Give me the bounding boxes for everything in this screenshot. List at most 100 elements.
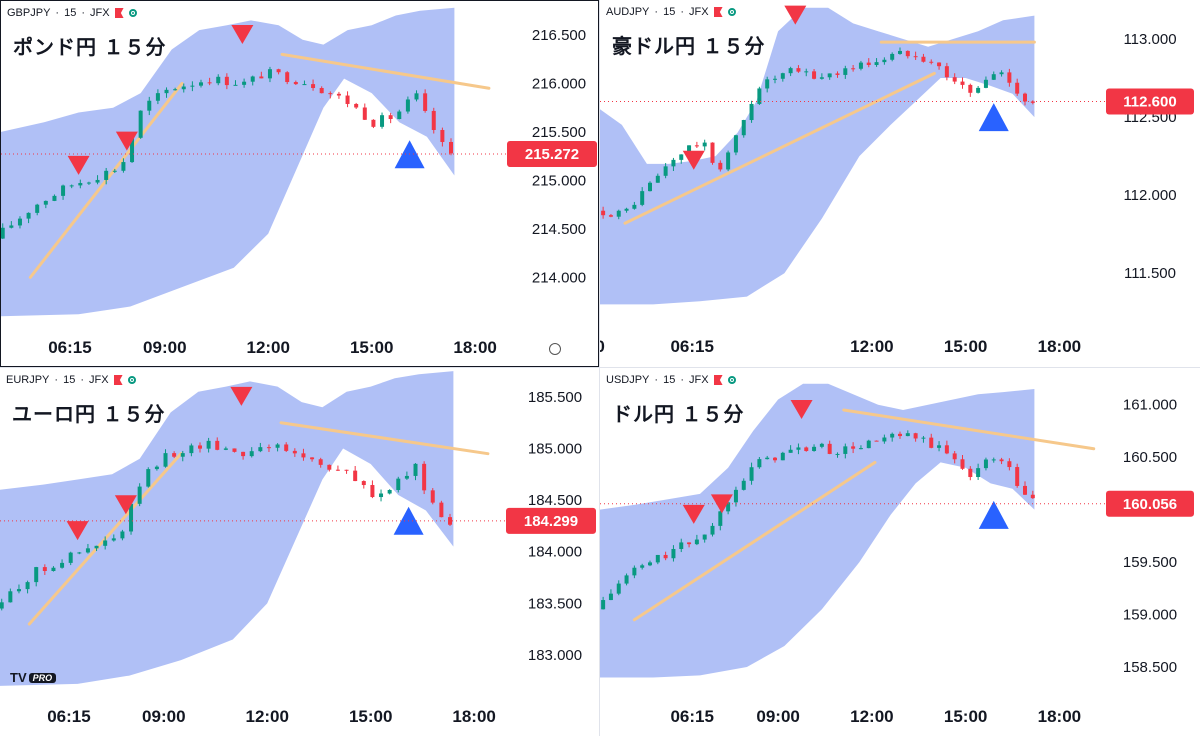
tradingview-logo[interactable]: TV PRO xyxy=(10,670,57,685)
x-axis-tick-label: 06:15 xyxy=(670,707,713,726)
y-axis-tick-label: 159.500 xyxy=(1123,554,1177,571)
candle-body xyxy=(640,191,645,205)
candle-body xyxy=(404,475,409,479)
candle-body xyxy=(43,200,48,205)
sell-signal-icon[interactable] xyxy=(682,504,705,524)
chart-panel-usdjpy[interactable]: 161.000160.500160.000159.500159.000158.5… xyxy=(600,368,1200,736)
layout-divider-vertical[interactable] xyxy=(599,0,600,736)
candle-body xyxy=(694,539,699,545)
candle-body xyxy=(944,66,949,78)
candle-body xyxy=(1023,485,1027,495)
candle-body xyxy=(104,170,109,180)
cloud-band xyxy=(0,371,454,686)
sell-signal-icon[interactable] xyxy=(230,386,253,406)
symbol-name[interactable]: AUDJPY xyxy=(606,6,650,18)
chart-canvas-gbpjpy[interactable]: 216.500 216.000 215.500 215.000 214.500 214.0… xyxy=(1,1,599,367)
sell-signal-icon[interactable] xyxy=(231,24,254,44)
x-axis-tick-label: 18:00 xyxy=(453,338,496,357)
interval-label[interactable]: 15 xyxy=(663,374,676,386)
sell-signal-icon[interactable] xyxy=(66,521,89,541)
interval-label[interactable]: 15 xyxy=(63,374,76,386)
trendline[interactable] xyxy=(279,421,490,456)
buy-signal-icon[interactable] xyxy=(978,103,1009,132)
sell-signal-icon[interactable] xyxy=(710,494,733,514)
candle-body xyxy=(976,87,981,93)
buy-signal-icon[interactable] xyxy=(978,500,1009,529)
chart-panel-gbpjpy[interactable]: 216.500 216.000 215.500 215.000 214.500 214.0… xyxy=(0,0,599,367)
candle-body xyxy=(95,179,100,183)
candle-body xyxy=(913,56,918,58)
last-price-label: 160.056 xyxy=(1123,496,1177,513)
candle-body xyxy=(757,459,762,468)
candle-body xyxy=(52,195,57,201)
legend-separator: · xyxy=(55,7,60,19)
market-status-icon xyxy=(727,8,736,16)
flag-icon[interactable] xyxy=(114,8,124,18)
trendline[interactable] xyxy=(632,460,877,622)
interval-label[interactable]: 15 xyxy=(663,6,676,18)
sell-signal-icon[interactable] xyxy=(114,495,137,515)
symbol-legend[interactable]: GBPJPY · 15 · JFX xyxy=(7,7,137,19)
sell-signal-icon[interactable] xyxy=(67,155,90,175)
x-axis-tick-label: 00 xyxy=(600,337,605,356)
sell-signal-icon[interactable] xyxy=(682,150,705,170)
symbol-name[interactable]: EURJPY xyxy=(6,374,50,386)
flag-icon[interactable] xyxy=(713,7,723,17)
trendline[interactable] xyxy=(842,408,1096,451)
candle-body xyxy=(976,468,981,478)
sell-signal-icon[interactable] xyxy=(790,399,813,419)
last-price-label: 112.600 xyxy=(1123,93,1176,110)
symbol-legend[interactable]: EURJPY · 15 · JFX xyxy=(6,374,136,386)
gear-icon[interactable] xyxy=(549,343,561,355)
candle-body xyxy=(111,538,116,541)
layout-divider-horizontal[interactable] xyxy=(0,367,1200,368)
chart-panel-eurjpy[interactable]: 185.500 185.000 184.500 184.000 183.500 183.0… xyxy=(0,368,599,736)
y-axis-tick-label: 184.500 xyxy=(528,492,582,509)
flag-icon[interactable] xyxy=(713,375,723,385)
candle-body xyxy=(181,86,186,90)
candle-body xyxy=(311,84,316,89)
candle-body xyxy=(718,511,723,526)
last-price-tag[interactable] xyxy=(507,141,597,168)
candle-body xyxy=(25,582,30,590)
candle-body xyxy=(449,141,453,154)
candle-body xyxy=(648,562,652,566)
candle-body xyxy=(190,85,195,87)
chart-panel-audjpy[interactable]: 113.000112.500112.000111.500112.6000006:… xyxy=(600,0,1200,367)
x-axis-tick-label: 15:00 xyxy=(944,337,987,356)
candle-body xyxy=(655,175,660,183)
trendline[interactable] xyxy=(623,71,936,225)
trendline[interactable] xyxy=(280,52,491,90)
pro-badge-icon: PRO xyxy=(28,672,57,683)
candle-body xyxy=(35,204,40,213)
flag-icon[interactable] xyxy=(113,375,123,385)
symbol-name[interactable]: GBPJPY xyxy=(7,7,51,19)
candle-body xyxy=(710,525,715,535)
x-axis-tick-label: 09:00 xyxy=(143,338,186,357)
candle-body xyxy=(259,76,264,79)
last-price-tag[interactable] xyxy=(506,507,596,534)
candle-body xyxy=(42,567,47,571)
y-axis-tick-label: 111.500 xyxy=(1124,265,1176,282)
symbol-legend[interactable]: AUDJPY · 15 · JFX xyxy=(606,6,736,18)
chart-canvas-audjpy[interactable]: 113.000112.500112.000111.500112.6000006:… xyxy=(600,0,1200,367)
y-axis-tick-label: 183.000 xyxy=(528,647,582,664)
chart-canvas-eurjpy[interactable]: 185.500 185.000 184.500 184.000 183.500 183.0… xyxy=(0,368,599,736)
symbol-name[interactable]: USDJPY xyxy=(606,374,650,386)
symbol-legend[interactable]: USDJPY · 15 · JFX xyxy=(606,374,736,386)
candle-body xyxy=(353,470,358,482)
candle-body xyxy=(624,575,629,584)
sell-signal-icon[interactable] xyxy=(115,131,138,151)
candle-body xyxy=(422,463,427,491)
last-price-tag[interactable] xyxy=(1106,490,1194,517)
candle-body xyxy=(439,502,444,518)
sell-signal-icon[interactable] xyxy=(784,5,807,25)
y-axis-tick-label: 183.500 xyxy=(528,595,582,612)
x-axis-tick-label: 06:15 xyxy=(670,337,713,356)
candle-body xyxy=(882,59,887,63)
last-price-tag[interactable] xyxy=(1106,88,1194,115)
interval-label[interactable]: 15 xyxy=(64,7,77,19)
x-axis-tick-label: 09:00 xyxy=(142,707,185,726)
y-axis-tick-label: 215.000 xyxy=(532,172,586,189)
chart-canvas-usdjpy[interactable]: 161.000160.500160.000159.500159.000158.5… xyxy=(600,368,1200,736)
